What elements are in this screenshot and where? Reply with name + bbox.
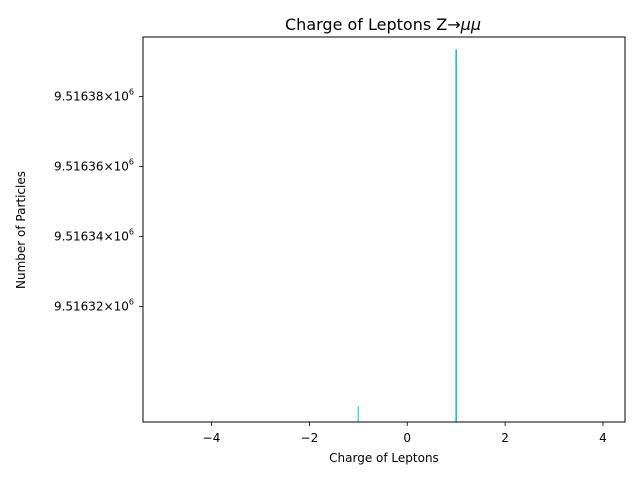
x-tick-label: −4 <box>203 431 221 445</box>
plot-frame <box>142 36 626 423</box>
y-tick-times: × <box>104 299 114 313</box>
y-tick-mantissa: 9.51634 <box>54 229 104 243</box>
y-tick-base: 10 <box>114 89 129 103</box>
y-tick-label: 9.51638×106 <box>54 87 134 103</box>
y-tick-times: × <box>104 159 114 173</box>
y-tick-exponent: 6 <box>129 227 134 236</box>
title-prefix: Charge of Leptons Z <box>285 15 447 34</box>
title-suffix: μμ <box>460 15 481 34</box>
y-tick-mantissa: 9.51632 <box>54 299 104 313</box>
y-ticks: 9.51632×1069.51634×1069.51636×1069.51638… <box>54 87 143 313</box>
x-axis-label: Charge of Leptons <box>329 451 439 465</box>
y-tick-label: 9.51634×106 <box>54 227 134 243</box>
y-tick-times: × <box>104 229 114 243</box>
y-axis-label: Number of Particles <box>14 171 28 289</box>
y-tick-base: 10 <box>114 159 129 173</box>
y-tick-exponent: 6 <box>129 297 134 306</box>
y-tick-exponent: 6 <box>129 87 134 96</box>
x-tick-label: −2 <box>301 431 319 445</box>
x-ticks: −4 −2 0 2 4 <box>203 422 607 445</box>
bar <box>357 406 360 422</box>
y-tick-base: 10 <box>114 229 129 243</box>
chart-title: Charge of Leptons Z→μμ <box>285 15 481 34</box>
y-tick-mantissa: 9.51638 <box>54 89 104 103</box>
y-tick-label: 9.51636×106 <box>54 157 134 173</box>
title-arrow: → <box>447 15 460 34</box>
x-tick-label: 0 <box>403 431 411 445</box>
y-tick-exponent: 6 <box>129 157 134 166</box>
x-tick-label: 4 <box>599 431 607 445</box>
y-tick-mantissa: 9.51636 <box>54 159 104 173</box>
y-tick-label: 9.51632×106 <box>54 297 134 313</box>
y-tick-base: 10 <box>114 299 129 313</box>
y-tick-times: × <box>104 89 114 103</box>
bars-layer <box>357 49 457 422</box>
x-tick-label: 2 <box>501 431 509 445</box>
bar <box>455 49 457 422</box>
